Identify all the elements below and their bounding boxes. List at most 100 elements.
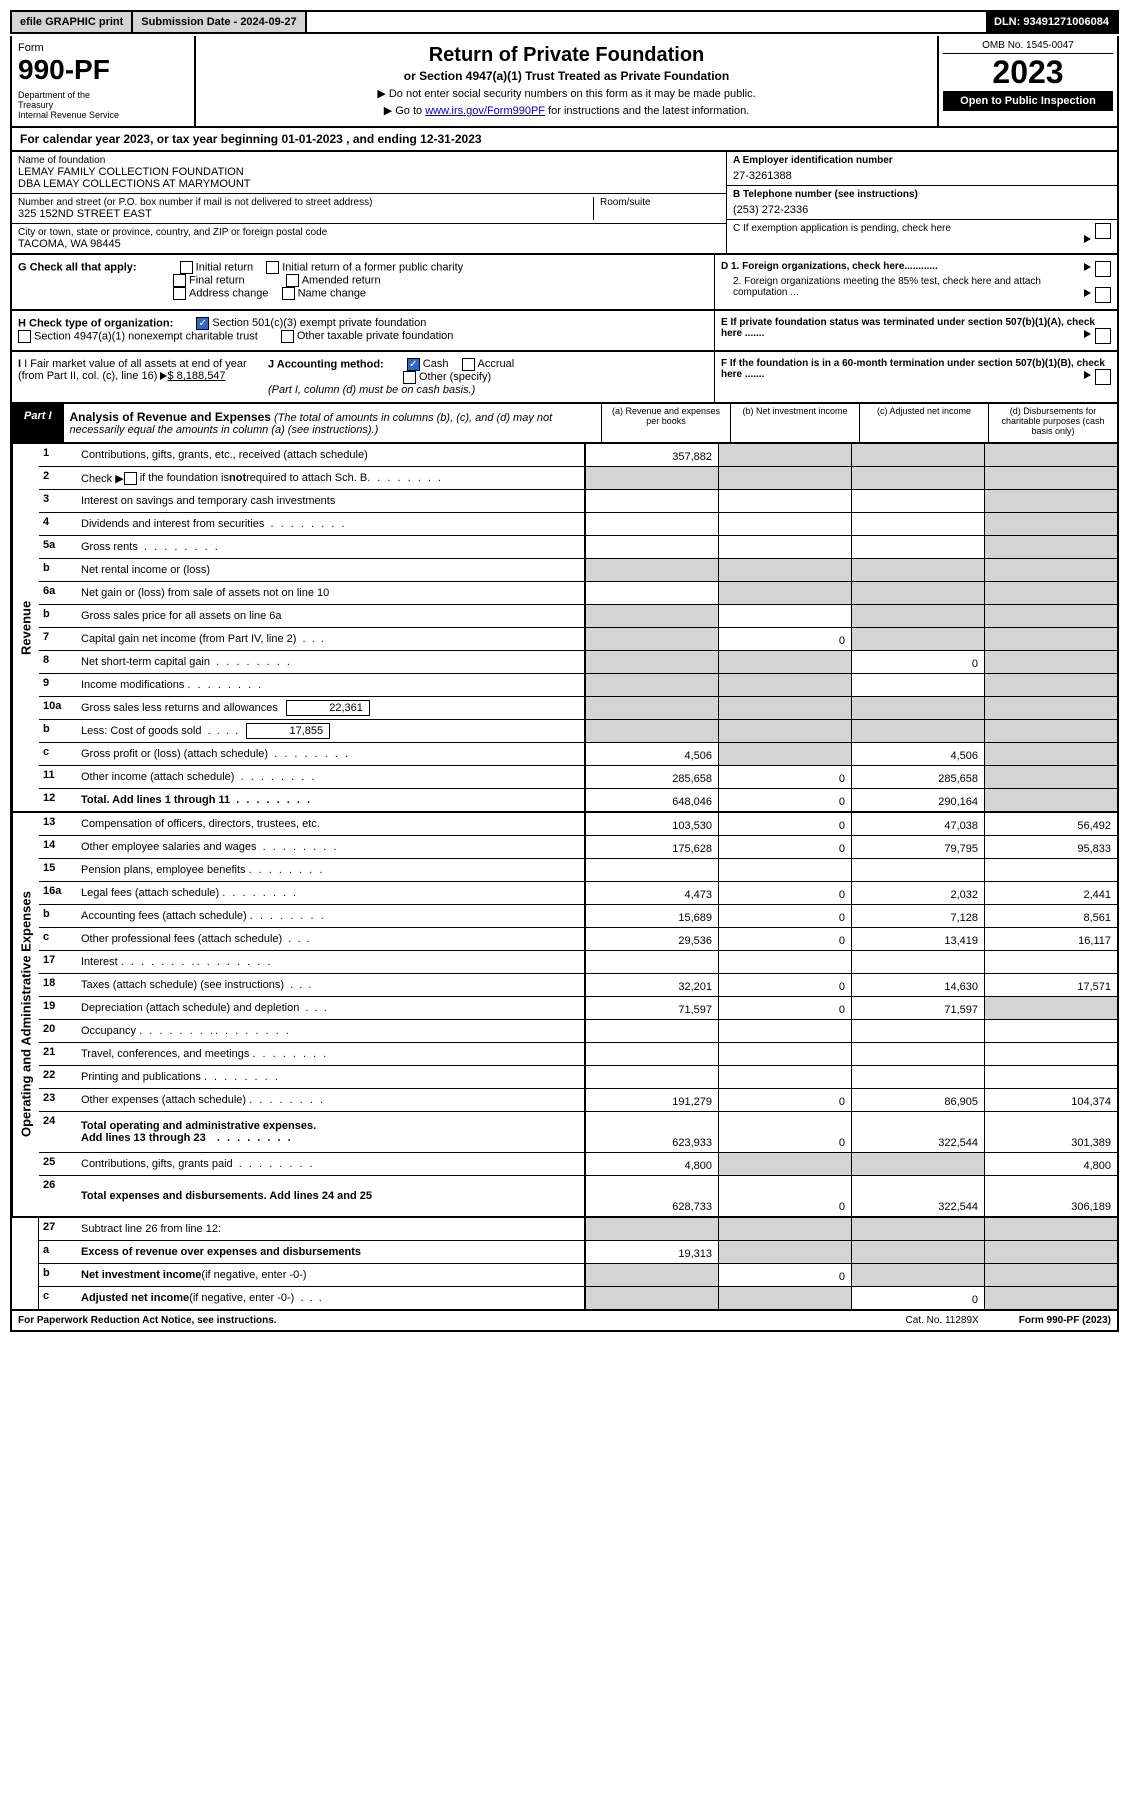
row-19: 19Depreciation (attach schedule) and dep… xyxy=(39,996,1117,1019)
efile-label[interactable]: efile GRAPHIC print xyxy=(12,12,133,32)
entity-right: A Employer identification number 27-3261… xyxy=(726,152,1117,253)
tax-year: 2023 xyxy=(943,54,1113,91)
header-left: Form 990-PF Department of theTreasuryInt… xyxy=(12,36,196,126)
d-section: D 1. Foreign organizations, check here..… xyxy=(715,255,1117,309)
row-21: 21Travel, conferences, and meetings xyxy=(39,1042,1117,1065)
address-change-checkbox[interactable] xyxy=(173,287,186,300)
revenue-section: Revenue 1Contributions, gifts, grants, e… xyxy=(10,444,1119,813)
form-header: Form 990-PF Department of theTreasuryInt… xyxy=(10,36,1119,128)
ij-row: I I Fair market value of all assets at e… xyxy=(10,352,1119,404)
submission-date: Submission Date - 2024-09-27 xyxy=(133,12,306,32)
row-10a: 10aGross sales less returns and allowanc… xyxy=(39,696,1117,719)
e-checkbox[interactable] xyxy=(1095,328,1111,344)
row-2: 2Check ▶ if the foundation is not requir… xyxy=(39,466,1117,489)
revenue-side-label: Revenue xyxy=(12,444,39,811)
row-26: 26Total expenses and disbursements. Add … xyxy=(39,1175,1117,1216)
row-4: 4Dividends and interest from securities xyxy=(39,512,1117,535)
phone-cell: B Telephone number (see instructions) (2… xyxy=(727,186,1117,220)
page-footer: For Paperwork Reduction Act Notice, see … xyxy=(10,1311,1119,1332)
4947-checkbox[interactable] xyxy=(18,330,31,343)
row-5a: 5aGross rents xyxy=(39,535,1117,558)
row-13: 13Compensation of officers, directors, t… xyxy=(39,813,1117,835)
form-subtitle: or Section 4947(a)(1) Trust Treated as P… xyxy=(202,69,931,83)
row-17: 17Interest xyxy=(39,950,1117,973)
final-return-checkbox[interactable] xyxy=(173,274,186,287)
expenses-section: Operating and Administrative Expenses 13… xyxy=(10,813,1119,1218)
paperwork-notice: For Paperwork Reduction Act Notice, see … xyxy=(18,1315,277,1326)
row-23: 23Other expenses (attach schedule) 191,2… xyxy=(39,1088,1117,1111)
initial-return-checkbox[interactable] xyxy=(180,261,193,274)
d1-checkbox[interactable] xyxy=(1095,261,1111,277)
top-bar: efile GRAPHIC print Submission Date - 20… xyxy=(10,10,1119,34)
row-16a: 16aLegal fees (attach schedule) 4,47302,… xyxy=(39,881,1117,904)
row-25: 25Contributions, gifts, grants paid 4,80… xyxy=(39,1152,1117,1175)
irs-link[interactable]: www.irs.gov/Form990PF xyxy=(425,105,545,117)
amended-return-checkbox[interactable] xyxy=(286,274,299,287)
exemption-pending-cell: C If exemption application is pending, c… xyxy=(727,220,1117,237)
schb-checkbox[interactable] xyxy=(124,472,137,485)
col-c-header: (c) Adjusted net income xyxy=(859,404,988,442)
col-b-header: (b) Net investment income xyxy=(730,404,859,442)
row-1: 1Contributions, gifts, grants, etc., rec… xyxy=(39,444,1117,466)
note-link: ▶ Go to www.irs.gov/Form990PF for instru… xyxy=(202,104,931,117)
row-10b: bLess: Cost of goods sold . . . .17,855 xyxy=(39,719,1117,742)
name-change-checkbox[interactable] xyxy=(282,287,295,300)
row-10c: cGross profit or (loss) (attach schedule… xyxy=(39,742,1117,765)
row-12: 12Total. Add lines 1 through 11 648,0460… xyxy=(39,788,1117,811)
foundation-name-cell: Name of foundation LEMAY FAMILY COLLECTI… xyxy=(12,152,726,194)
triangle-icon xyxy=(1084,235,1091,243)
city-cell: City or town, state or province, country… xyxy=(12,224,726,253)
calendar-year-row: For calendar year 2023, or tax year begi… xyxy=(10,128,1119,152)
f-section: F If the foundation is in a 60-month ter… xyxy=(715,352,1117,402)
line27-section: 27Subtract line 26 from line 12: aExcess… xyxy=(10,1218,1119,1311)
entity-left: Name of foundation LEMAY FAMILY COLLECTI… xyxy=(12,152,726,253)
i-section: I I Fair market value of all assets at e… xyxy=(18,358,248,396)
cash-checkbox[interactable] xyxy=(407,358,420,371)
header-center: Return of Private Foundation or Section … xyxy=(196,36,939,126)
row-14: 14Other employee salaries and wages 175,… xyxy=(39,835,1117,858)
ein-cell: A Employer identification number 27-3261… xyxy=(727,152,1117,186)
form-footer-label: Form 990-PF (2023) xyxy=(1019,1315,1111,1326)
note-ssn: ▶ Do not enter social security numbers o… xyxy=(202,87,931,100)
form-word: Form xyxy=(18,42,188,54)
row-7: 7Capital gain net income (from Part IV, … xyxy=(39,627,1117,650)
row-3: 3Interest on savings and temporary cash … xyxy=(39,489,1117,512)
other-method-checkbox[interactable] xyxy=(403,371,416,384)
row-24: 24Total operating and administrative exp… xyxy=(39,1111,1117,1152)
g-checks: G Check all that apply: Initial return I… xyxy=(12,255,715,309)
row-20: 20Occupancy xyxy=(39,1019,1117,1042)
col-d-header: (d) Disbursements for charitable purpose… xyxy=(988,404,1117,442)
initial-former-checkbox[interactable] xyxy=(266,261,279,274)
row-9: 9Income modifications xyxy=(39,673,1117,696)
form-number: 990-PF xyxy=(18,54,188,86)
row-27c: cAdjusted net income (if negative, enter… xyxy=(39,1286,1117,1309)
501c3-checkbox[interactable] xyxy=(196,317,209,330)
row-27a: aExcess of revenue over expenses and dis… xyxy=(39,1240,1117,1263)
column-headers: (a) Revenue and expenses per books (b) N… xyxy=(601,404,1117,442)
row-15: 15Pension plans, employee benefits xyxy=(39,858,1117,881)
part1-header: Part I Analysis of Revenue and Expenses … xyxy=(10,404,1119,444)
d2-checkbox[interactable] xyxy=(1095,287,1111,303)
other-taxable-checkbox[interactable] xyxy=(281,330,294,343)
row-6b: bGross sales price for all assets on lin… xyxy=(39,604,1117,627)
exemption-checkbox[interactable] xyxy=(1095,223,1111,239)
j-section: J Accounting method: Cash Accrual Other … xyxy=(248,358,708,396)
row-8: 8Net short-term capital gain 0 xyxy=(39,650,1117,673)
row-6a: 6aNet gain or (loss) from sale of assets… xyxy=(39,581,1117,604)
dept-label: Department of theTreasuryInternal Revenu… xyxy=(18,90,188,120)
f-checkbox[interactable] xyxy=(1095,369,1111,385)
open-public-badge: Open to Public Inspection xyxy=(943,91,1113,111)
row-27: 27Subtract line 26 from line 12: xyxy=(39,1218,1117,1240)
ij-left: I I Fair market value of all assets at e… xyxy=(12,352,715,402)
address-cell: Number and street (or P.O. box number if… xyxy=(12,194,726,224)
accrual-checkbox[interactable] xyxy=(462,358,475,371)
catalog-number: Cat. No. 11289X xyxy=(906,1315,979,1326)
form-title: Return of Private Foundation xyxy=(202,44,931,67)
g-check-row: G Check all that apply: Initial return I… xyxy=(10,255,1119,311)
h-left: H Check type of organization: Section 50… xyxy=(12,311,715,350)
part1-title: Analysis of Revenue and Expenses (The to… xyxy=(64,404,601,442)
part1-label: Part I xyxy=(12,404,64,442)
row-11: 11Other income (attach schedule) 285,658… xyxy=(39,765,1117,788)
row-16c: cOther professional fees (attach schedul… xyxy=(39,927,1117,950)
row-5b: bNet rental income or (loss) xyxy=(39,558,1117,581)
